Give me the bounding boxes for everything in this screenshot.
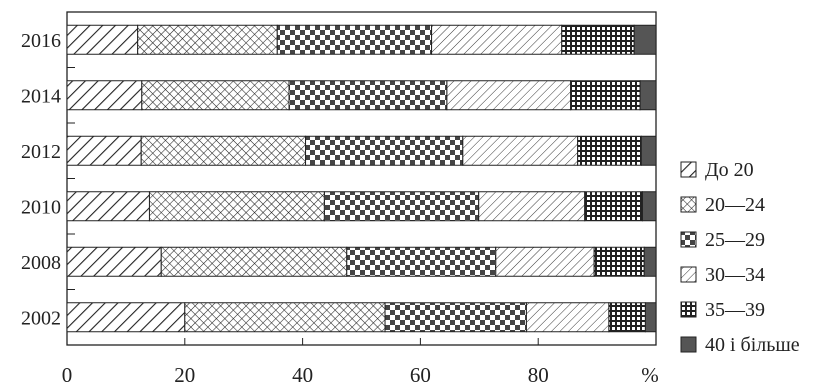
legend-swatch: [680, 266, 697, 283]
bar-segment: [184, 302, 386, 333]
bar-segment: [525, 302, 610, 333]
bar-segment: [148, 191, 325, 222]
bar-segment: [141, 80, 290, 111]
category-label: 2010: [21, 196, 61, 218]
legend-swatch: [680, 336, 697, 353]
legend-swatch: [680, 161, 697, 178]
category-label: 2014: [21, 85, 61, 107]
bar-segment: [593, 246, 645, 277]
bar-segment: [608, 302, 646, 333]
bar-segment: [66, 302, 186, 333]
bar-segment: [288, 80, 448, 111]
bar-segment: [561, 24, 635, 55]
bar-segment: [577, 135, 642, 166]
bar-segment: [66, 246, 162, 277]
bar-segment: [66, 80, 143, 111]
bar-segment: [639, 80, 657, 111]
bar-segment: [346, 246, 497, 277]
category-label: 2016: [21, 30, 61, 52]
legend-swatch: [680, 301, 697, 318]
x-tick-label: 20: [174, 363, 195, 387]
x-tick-label: 60: [410, 363, 431, 387]
category-label: 2012: [21, 141, 61, 163]
bar-segment: [66, 191, 150, 222]
bar-segment: [276, 24, 433, 55]
bar-segment: [446, 80, 572, 111]
x-tick-label: 40: [292, 363, 313, 387]
bar-segment: [495, 246, 595, 277]
bar-segment: [160, 246, 348, 277]
category-label: 2008: [21, 252, 61, 274]
legend-swatch: [680, 196, 697, 213]
legend-label: 40 і більше: [705, 334, 800, 356]
legend-label: 35—39: [705, 299, 765, 321]
bar-segment: [640, 135, 657, 166]
category-label: 2002: [21, 307, 61, 329]
bar-segment: [66, 135, 142, 166]
legend: До 20 20—24 25—29 30—34 35—39 40 і більше: [680, 159, 800, 356]
bar-segment: [584, 191, 643, 222]
bar-segment: [641, 191, 657, 222]
bar-segment: [570, 80, 641, 111]
bar-segment: [643, 246, 657, 277]
bar-segment: [431, 24, 563, 55]
x-tick-label: 0: [62, 363, 73, 387]
bar-segment: [462, 135, 579, 166]
plot-frame: [66, 11, 657, 346]
bar-segment: [384, 302, 527, 333]
bar-segment: [323, 191, 480, 222]
legend-label: 25—29: [705, 229, 765, 251]
bar-segment: [478, 191, 586, 222]
bar-segment: [137, 24, 278, 55]
plot-area: 2016 2014 2012 2010 2008 2002 0 20 40 60 80%: [21, 11, 659, 387]
bar-segment: [66, 24, 139, 55]
x-tick-label: 80: [528, 363, 549, 387]
bar-segment: [305, 135, 464, 166]
legend-label: 20—24: [705, 194, 765, 216]
legend-label: До 20: [705, 159, 754, 181]
x-axis-label: %: [641, 363, 659, 387]
bar-segment: [633, 24, 657, 55]
bar-segment: [644, 302, 657, 333]
bar-segment: [140, 135, 307, 166]
legend-swatch: [680, 231, 697, 248]
legend-label: 30—34: [705, 264, 765, 286]
